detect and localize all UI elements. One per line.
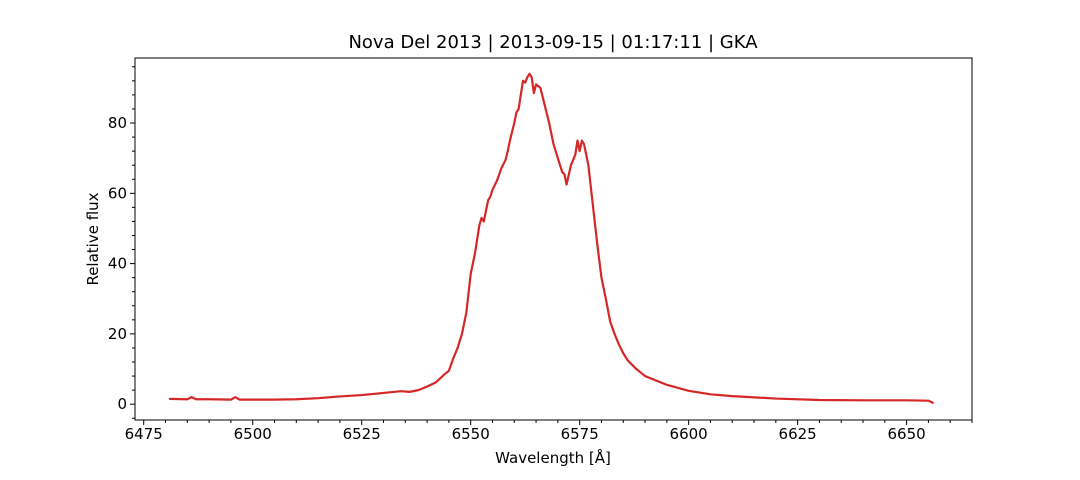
x-tick-label: 6525 xyxy=(343,425,381,443)
x-tick-label: 6650 xyxy=(888,425,926,443)
series-line xyxy=(168,72,934,404)
x-tick-label: 6500 xyxy=(234,425,272,443)
plot-area xyxy=(168,72,934,404)
y-tick-label: 0 xyxy=(117,395,127,413)
x-tick-label: 6625 xyxy=(779,425,817,443)
x-tick-label: 6475 xyxy=(125,425,163,443)
x-tick-label: 6550 xyxy=(452,425,490,443)
axis-ticks: 6475 6500 6525 6550 6575 6600 6625 6650 0 20 40 60 8… xyxy=(108,66,973,443)
y-tick-label: 80 xyxy=(108,114,127,132)
x-tick-label: 6600 xyxy=(670,425,708,443)
y-tick-label: 20 xyxy=(108,325,127,343)
plot-frame xyxy=(134,57,973,421)
y-tick-label: 60 xyxy=(108,184,127,202)
chart-title: Nova Del 2013 | 2013-09-15 | 01:17:11 | … xyxy=(348,32,758,53)
y-axis-label: Relative flux xyxy=(84,192,102,285)
x-tick-label: 6575 xyxy=(561,425,599,443)
x-axis-label: Wavelength [Å] xyxy=(495,448,611,467)
y-tick-label: 40 xyxy=(108,255,127,273)
